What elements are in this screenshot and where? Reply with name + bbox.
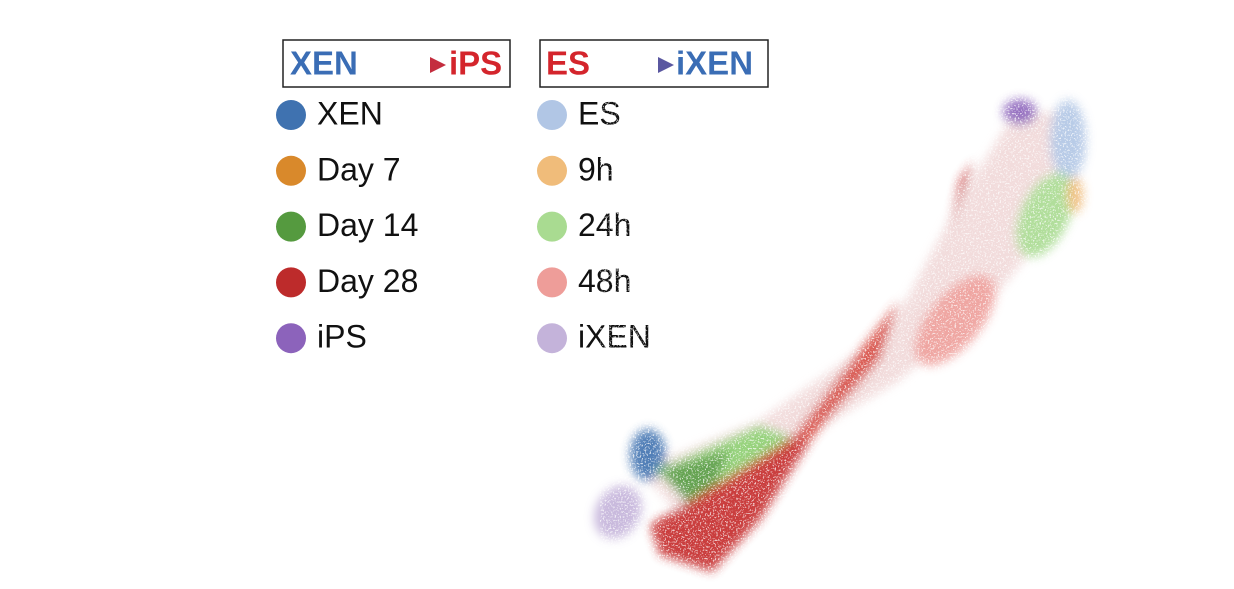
legend-title-to: iXEN	[676, 45, 753, 82]
legend-swatch	[276, 323, 306, 354]
legend-label: XEN	[317, 95, 383, 131]
legend-swatch	[276, 267, 306, 298]
legend-swatch	[537, 100, 567, 130]
legend-title-to: iPS	[449, 45, 502, 82]
arrow-head	[430, 57, 446, 73]
legend-title-from: XEN	[290, 45, 358, 82]
legend-box	[282, 39, 511, 88]
legend-swatch	[537, 211, 567, 242]
legend-label: iPS	[317, 319, 367, 355]
legend-swatch	[537, 323, 567, 354]
embedding-cloud	[594, 90, 1100, 580]
legend-title-from: ES	[546, 45, 590, 82]
legend-swatch	[276, 155, 306, 186]
legend-label: Day 7	[317, 151, 401, 187]
legend-label: Day 28	[317, 263, 418, 299]
arrow-head	[658, 57, 674, 73]
legend-swatch	[276, 211, 306, 242]
legend-swatch	[276, 100, 306, 130]
legend-swatch	[537, 267, 567, 298]
legend-swatch	[537, 155, 567, 186]
legend-label: Day 14	[317, 207, 418, 243]
legend-box	[539, 39, 769, 88]
